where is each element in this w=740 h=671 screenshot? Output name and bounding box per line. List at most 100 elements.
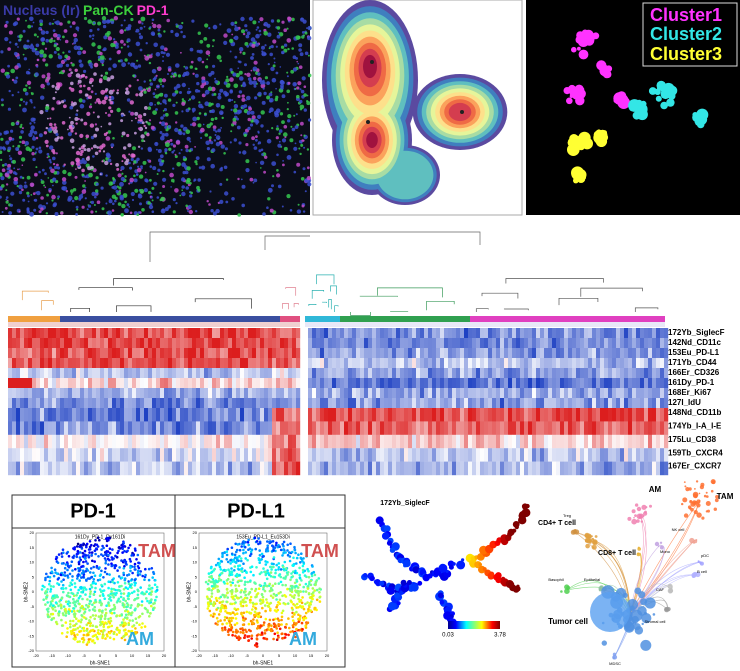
heat-cell — [464, 348, 469, 359]
heat-cell — [636, 421, 641, 435]
cell — [15, 147, 20, 151]
cell-point — [114, 588, 117, 592]
cell-point — [123, 578, 127, 582]
heat-cell — [496, 434, 501, 449]
heat-cell — [512, 448, 517, 462]
heat-cell — [420, 348, 425, 359]
cell — [125, 90, 130, 95]
heat-cell — [152, 461, 157, 476]
heat-cell — [460, 408, 465, 422]
heat-cell — [392, 328, 397, 339]
heat-cell — [404, 388, 409, 399]
heat-cell — [8, 434, 13, 449]
heat-cell — [368, 368, 373, 379]
heat-cell — [572, 378, 577, 389]
heat-cell — [164, 348, 169, 359]
cell — [283, 125, 288, 129]
heat-cell — [656, 338, 661, 349]
cell — [75, 168, 77, 170]
heat-cell — [232, 448, 237, 462]
cell — [80, 118, 84, 122]
heat-cell — [236, 448, 241, 462]
heat-cell — [388, 448, 393, 462]
x-tick-label: 20 — [162, 653, 167, 658]
heat-cell — [576, 421, 581, 435]
heat-cell — [168, 434, 173, 449]
heat-cell — [660, 421, 665, 435]
heat-cell — [636, 461, 641, 476]
cell — [108, 57, 112, 61]
heat-cell — [140, 378, 145, 389]
cell — [258, 20, 260, 23]
heat-cell — [524, 434, 529, 449]
cell-point — [129, 560, 132, 563]
cell — [143, 112, 147, 117]
heat-cell — [12, 408, 17, 422]
heat-cell — [600, 448, 605, 462]
cell-point — [121, 603, 125, 607]
cell — [217, 95, 222, 100]
cell — [290, 125, 293, 128]
group-bar — [8, 316, 60, 322]
cell — [165, 52, 171, 57]
heat-cell — [560, 448, 565, 462]
heat-cell — [360, 448, 365, 462]
heat-cell — [204, 461, 209, 476]
heat-cell — [128, 378, 133, 389]
heat-cell — [564, 328, 569, 339]
cell — [251, 43, 256, 48]
cell — [212, 24, 218, 30]
heat-cell — [324, 448, 329, 462]
heat-cell — [164, 388, 169, 399]
cell — [159, 131, 163, 134]
heat-cell — [556, 434, 561, 449]
heat-cell — [620, 408, 625, 422]
heat-cell — [356, 328, 361, 339]
cell-point — [44, 578, 47, 582]
cell — [98, 149, 102, 153]
heat-cell — [660, 448, 665, 462]
heat-cell — [256, 338, 261, 349]
heat-cell — [584, 378, 589, 389]
heat-cell — [88, 368, 93, 379]
heat-cell — [476, 434, 481, 449]
heat-cell — [120, 421, 125, 435]
heat-cell — [92, 434, 97, 449]
heat-cell — [404, 338, 409, 349]
cell — [251, 115, 256, 120]
heat-cell — [564, 388, 569, 399]
cell — [201, 165, 206, 170]
heat-cell — [620, 328, 625, 339]
heat-cell — [140, 338, 145, 349]
heat-cell — [108, 338, 113, 349]
cell-point — [149, 593, 153, 596]
heat-cell — [628, 358, 633, 369]
heat-cell — [124, 434, 129, 449]
cell — [100, 74, 103, 77]
heat-cell — [116, 378, 121, 389]
cell — [238, 70, 243, 75]
heat-cell — [640, 338, 645, 349]
cell — [268, 92, 273, 97]
heat-cell — [204, 348, 209, 359]
cell-point — [80, 604, 84, 608]
heat-cell — [292, 398, 297, 409]
cell — [198, 166, 202, 169]
heat-cell — [620, 368, 625, 379]
heat-cell — [568, 358, 573, 369]
cell — [58, 71, 62, 75]
heat-cell — [312, 378, 317, 389]
cell — [45, 30, 49, 35]
cell — [148, 204, 154, 210]
heat-cell — [156, 461, 161, 476]
cell — [141, 22, 144, 25]
cell — [149, 178, 152, 182]
cell — [167, 73, 169, 75]
heat-cell — [648, 434, 653, 449]
heat-cell — [60, 408, 65, 422]
heat-cell — [556, 421, 561, 435]
heat-cell — [532, 461, 537, 476]
heat-cell — [144, 408, 149, 422]
heat-cell — [440, 421, 445, 435]
cell — [101, 99, 107, 105]
